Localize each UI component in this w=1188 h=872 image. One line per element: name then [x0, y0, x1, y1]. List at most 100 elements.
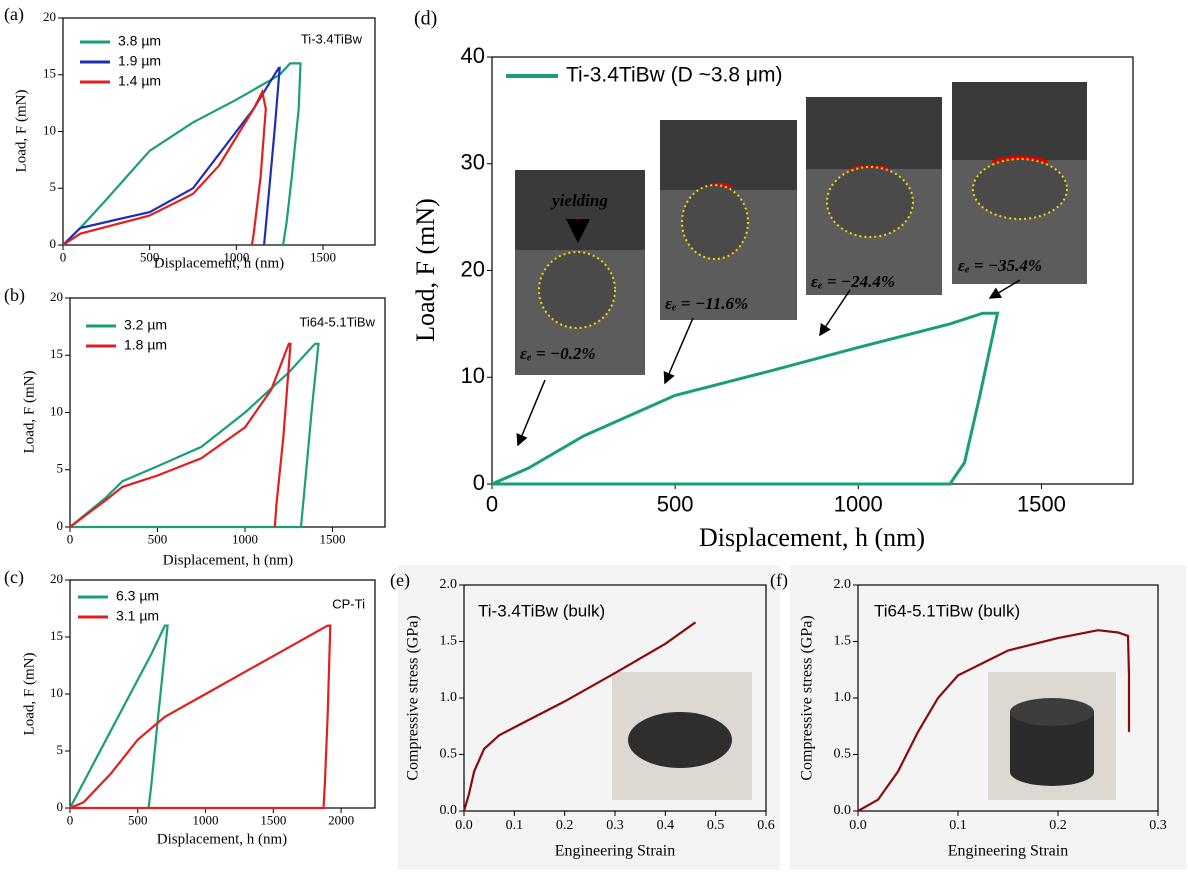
data-line — [62, 66, 281, 246]
panel-label: (d) — [414, 8, 437, 30]
y-tick-label: 1.0 — [440, 690, 458, 705]
x-tick-label: 1000 — [232, 532, 258, 547]
x-tick-label: 2000 — [328, 813, 354, 828]
x-tick-label: 1500 — [1017, 492, 1066, 517]
x-axis-title: Displacement, h (nm) — [157, 831, 287, 847]
x-tick-label: 0.3 — [606, 818, 624, 833]
y-tick-label: 20 — [461, 256, 485, 281]
x-tick-label: 0 — [67, 813, 74, 828]
y-axis-title: Compressive stress (GPa) — [405, 615, 422, 780]
data-line — [69, 624, 169, 809]
annotation: εₑ = −24.4% — [811, 272, 895, 291]
panel-label: (e) — [390, 570, 410, 591]
plot-frame — [69, 297, 386, 528]
data-line — [62, 88, 267, 246]
x-tick-label: 1000 — [834, 492, 883, 517]
y-tick-label: 20 — [43, 9, 56, 24]
y-tick-label: 1.5 — [834, 634, 852, 649]
y-tick-label: 10 — [461, 363, 485, 388]
y-tick-label: 0 — [57, 518, 64, 533]
x-tick-label: 0.1 — [949, 818, 967, 833]
x-tick-label: 0.5 — [707, 818, 725, 833]
y-axis-title: Load, F (mN) — [13, 90, 29, 173]
y-axis-title: Load, F (mN) — [21, 371, 37, 454]
panel-label: (a) — [4, 4, 24, 25]
x-tick-label: 0.0 — [455, 818, 473, 833]
x-axis-title: Displacement, h (nm) — [154, 255, 284, 271]
legend-label: 3.8 µm — [118, 33, 161, 49]
legend-label: 1.9 µm — [118, 53, 161, 69]
y-tick-label: 1.0 — [834, 690, 852, 705]
panel-label: (b) — [4, 285, 25, 306]
x-tick-label: 1000 — [193, 813, 219, 828]
y-tick-label: 20 — [50, 571, 63, 586]
y-tick-label: 0.0 — [440, 803, 458, 818]
annotation: εₑ = −35.4% — [958, 256, 1042, 275]
annotation: εₑ = −11.6% — [665, 294, 748, 313]
annotation: εₑ = −0.2% — [520, 344, 596, 363]
x-tick-label: 500 — [128, 813, 148, 828]
data-line — [69, 342, 292, 528]
y-tick-label: 40 — [461, 43, 485, 68]
x-tick-label: 1000 — [223, 250, 249, 265]
y-tick-label: 0 — [473, 470, 485, 495]
y-tick-label: 1.5 — [440, 634, 458, 649]
y-axis-title: Load, F (mN) — [411, 198, 440, 342]
x-tick-label: 500 — [140, 250, 160, 265]
x-axis-title: Engineering Strain — [948, 843, 1068, 860]
annotation: yielding — [550, 191, 608, 210]
x-tick-label: 0.0 — [849, 818, 867, 833]
y-tick-label: 0.5 — [834, 747, 852, 762]
legend-label: 3.1 µm — [116, 608, 159, 624]
y-tick-label: 0.5 — [440, 747, 458, 762]
y-tick-label: 5 — [57, 742, 64, 757]
y-tick-label: 0.0 — [834, 803, 852, 818]
x-tick-label: 0.6 — [757, 818, 775, 833]
sample-photos — [612, 672, 1116, 800]
chart-title: Ti-3.4TiBw — [301, 31, 363, 46]
inset-images — [515, 82, 1087, 447]
x-tick-label: 0.2 — [556, 818, 574, 833]
x-tick-label: 0 — [60, 250, 67, 265]
y-axis-title: Load, F (mN) — [21, 653, 37, 736]
x-tick-label: 1500 — [260, 813, 286, 828]
legend-label: Ti-3.4TiBw (D ~3.8 μm) — [566, 64, 783, 87]
x-tick-label: 0.1 — [506, 818, 524, 833]
y-tick-label: 5 — [57, 461, 64, 476]
panel-label: (c) — [4, 567, 24, 588]
chart-title: Ti64-5.1TiBw — [299, 314, 375, 329]
x-tick-label: 0.4 — [657, 818, 675, 833]
legend-label: 6.3 µm — [116, 588, 159, 604]
y-tick-label: 15 — [50, 628, 63, 643]
chart-title: Ti64-5.1TiBw (bulk) — [874, 601, 1020, 620]
x-tick-label: 0.2 — [1049, 818, 1067, 833]
y-axis-title: Compressive stress (GPa) — [799, 615, 816, 780]
legend-label: 1.8 µm — [124, 337, 167, 353]
y-tick-label: 5 — [50, 179, 57, 194]
legend-label: 3.2 µm — [124, 317, 167, 333]
x-tick-label: 1500 — [320, 532, 346, 547]
chart-title: Ti-3.4TiBw (bulk) — [478, 601, 605, 620]
y-tick-label: 0 — [57, 799, 64, 814]
y-tick-label: 15 — [43, 66, 56, 81]
y-tick-label: 2.0 — [440, 577, 458, 592]
data-line — [491, 311, 1000, 486]
data-line — [857, 629, 1131, 812]
x-tick-label: 0.3 — [1149, 818, 1167, 833]
chart-title: CP-Ti — [332, 596, 365, 611]
legend-label: 1.4 µm — [118, 73, 161, 89]
data-line — [462, 621, 697, 812]
x-axis-title: Engineering Strain — [555, 843, 675, 860]
x-tick-label: 1500 — [310, 250, 336, 265]
plot-frame — [62, 17, 376, 246]
y-tick-label: 10 — [43, 122, 56, 137]
y-tick-label: 10 — [50, 403, 63, 418]
x-tick-label: 0 — [486, 492, 498, 517]
y-tick-label: 10 — [50, 685, 63, 700]
x-tick-label: 0 — [67, 532, 74, 547]
x-axis-title: Displacement, h (nm) — [163, 552, 293, 568]
x-tick-label: 500 — [148, 532, 168, 547]
x-axis-title: Displacement, h (nm) — [699, 523, 925, 552]
y-tick-label: 0 — [50, 236, 57, 251]
